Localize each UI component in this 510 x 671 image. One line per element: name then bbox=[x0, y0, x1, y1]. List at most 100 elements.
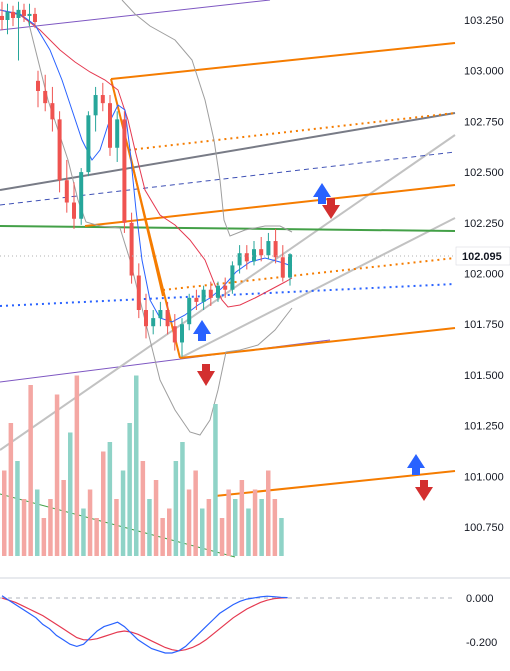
volume-bar bbox=[35, 489, 40, 556]
channel-line-2[interactable] bbox=[179, 217, 456, 359]
volume-bar bbox=[193, 470, 198, 556]
candle-body bbox=[273, 241, 278, 258]
red-down-arrow-icon[interactable] bbox=[322, 198, 340, 219]
price-tick-label: 101.250 bbox=[464, 421, 504, 433]
oscillator-tick-label: 0.000 bbox=[466, 593, 494, 605]
moving-average-red bbox=[0, 9, 293, 308]
pitchfork-lower-dotted[interactable] bbox=[162, 257, 456, 291]
candle bbox=[93, 86, 98, 132]
candle-body bbox=[16, 9, 21, 18]
candle-body bbox=[79, 172, 84, 219]
volume-bar bbox=[252, 489, 258, 556]
arrow-group-2[interactable] bbox=[193, 320, 215, 386]
candle bbox=[165, 301, 170, 335]
candle bbox=[50, 86, 55, 132]
bollinger-upper-band bbox=[121, 0, 293, 237]
volume-bar bbox=[54, 394, 60, 556]
oscillator-axis[interactable]: 0.000 -0.200 bbox=[466, 593, 497, 649]
red-down-arrow-icon[interactable] bbox=[197, 364, 215, 386]
volume-bar bbox=[81, 508, 86, 556]
volume-bar bbox=[87, 489, 93, 556]
candle-body bbox=[187, 297, 192, 325]
candle bbox=[16, 1, 21, 61]
price-axis[interactable]: 103.250 103.000 102.750 102.500 102.250 102.0… bbox=[464, 15, 504, 534]
pitchfork-median-dotted[interactable] bbox=[128, 112, 456, 151]
candle-body bbox=[194, 297, 199, 302]
candle bbox=[280, 245, 285, 282]
candle-body bbox=[72, 202, 76, 219]
volume-bar bbox=[8, 423, 14, 556]
volume-bar bbox=[61, 480, 66, 556]
arrow-group-3[interactable] bbox=[407, 454, 433, 501]
volume-bar bbox=[114, 499, 119, 556]
volume-bar bbox=[200, 508, 205, 556]
candle-body bbox=[11, 11, 15, 18]
candle bbox=[86, 111, 91, 177]
pitchfork-handle-2[interactable] bbox=[128, 149, 164, 297]
candle bbox=[33, 7, 37, 29]
candle-body bbox=[86, 115, 91, 173]
candle bbox=[27, 3, 32, 27]
candle-body bbox=[280, 257, 285, 278]
candle-body bbox=[165, 310, 170, 327]
candle bbox=[79, 168, 84, 225]
candle bbox=[22, 3, 26, 23]
candle-body bbox=[43, 90, 48, 104]
candle bbox=[64, 159, 69, 213]
price-tick-label: 101.750 bbox=[464, 319, 504, 331]
candle bbox=[216, 281, 220, 302]
oscillator bbox=[1, 595, 288, 654]
trend-line-dark[interactable] bbox=[0, 112, 456, 191]
volume-bar bbox=[28, 385, 33, 556]
volume-bar bbox=[226, 489, 231, 556]
candle-body bbox=[144, 310, 148, 327]
arrow-group-1[interactable] bbox=[313, 183, 340, 219]
candle-body bbox=[208, 289, 213, 298]
volume-bar bbox=[153, 480, 159, 556]
candle bbox=[11, 5, 15, 27]
blue-dotted-line[interactable] bbox=[0, 283, 456, 307]
candle-body bbox=[266, 241, 271, 256]
pitchfork-upper-tine[interactable] bbox=[110, 42, 456, 80]
candle bbox=[72, 182, 76, 229]
blue-up-arrow-icon[interactable] bbox=[313, 183, 331, 204]
pitchfork-lower-tine[interactable] bbox=[179, 327, 456, 359]
price-tick-label: 103.250 bbox=[464, 15, 504, 27]
signal-line bbox=[1, 597, 288, 652]
blue-up-arrow-icon[interactable] bbox=[407, 454, 425, 475]
purple-channel-upper[interactable] bbox=[0, 0, 271, 31]
candle-body bbox=[216, 285, 220, 298]
volume-bar bbox=[239, 480, 245, 556]
volume-bar bbox=[41, 518, 47, 556]
candle bbox=[223, 277, 228, 298]
candle-body bbox=[259, 249, 264, 256]
volume-bar bbox=[213, 404, 218, 556]
candle-body bbox=[223, 285, 228, 290]
pitchfork-mid-tine[interactable] bbox=[84, 184, 456, 227]
price-tick-label: 102.000 bbox=[464, 269, 504, 281]
volume-bar bbox=[94, 518, 99, 556]
candle bbox=[158, 301, 163, 327]
volume-bar bbox=[107, 442, 113, 556]
volume-bar bbox=[233, 499, 238, 556]
price-tick-label: 102.500 bbox=[464, 167, 504, 179]
candle bbox=[136, 263, 141, 319]
candle bbox=[172, 314, 177, 351]
candle bbox=[100, 82, 105, 112]
blue-up-arrow-icon[interactable] bbox=[193, 320, 211, 341]
candle-body bbox=[252, 249, 256, 262]
volume-bar bbox=[279, 518, 284, 556]
candle bbox=[230, 261, 235, 294]
candle-body bbox=[244, 253, 249, 262]
candle bbox=[144, 293, 148, 339]
volume-bar bbox=[68, 432, 73, 556]
volume-bar bbox=[173, 461, 179, 556]
candle bbox=[129, 212, 134, 284]
candle-body bbox=[100, 95, 105, 104]
blue-dashed-line[interactable] bbox=[0, 151, 456, 206]
red-down-arrow-icon[interactable] bbox=[415, 480, 433, 501]
volume-bar bbox=[74, 375, 80, 556]
candle-body bbox=[129, 222, 134, 276]
volume-bars bbox=[2, 375, 284, 556]
